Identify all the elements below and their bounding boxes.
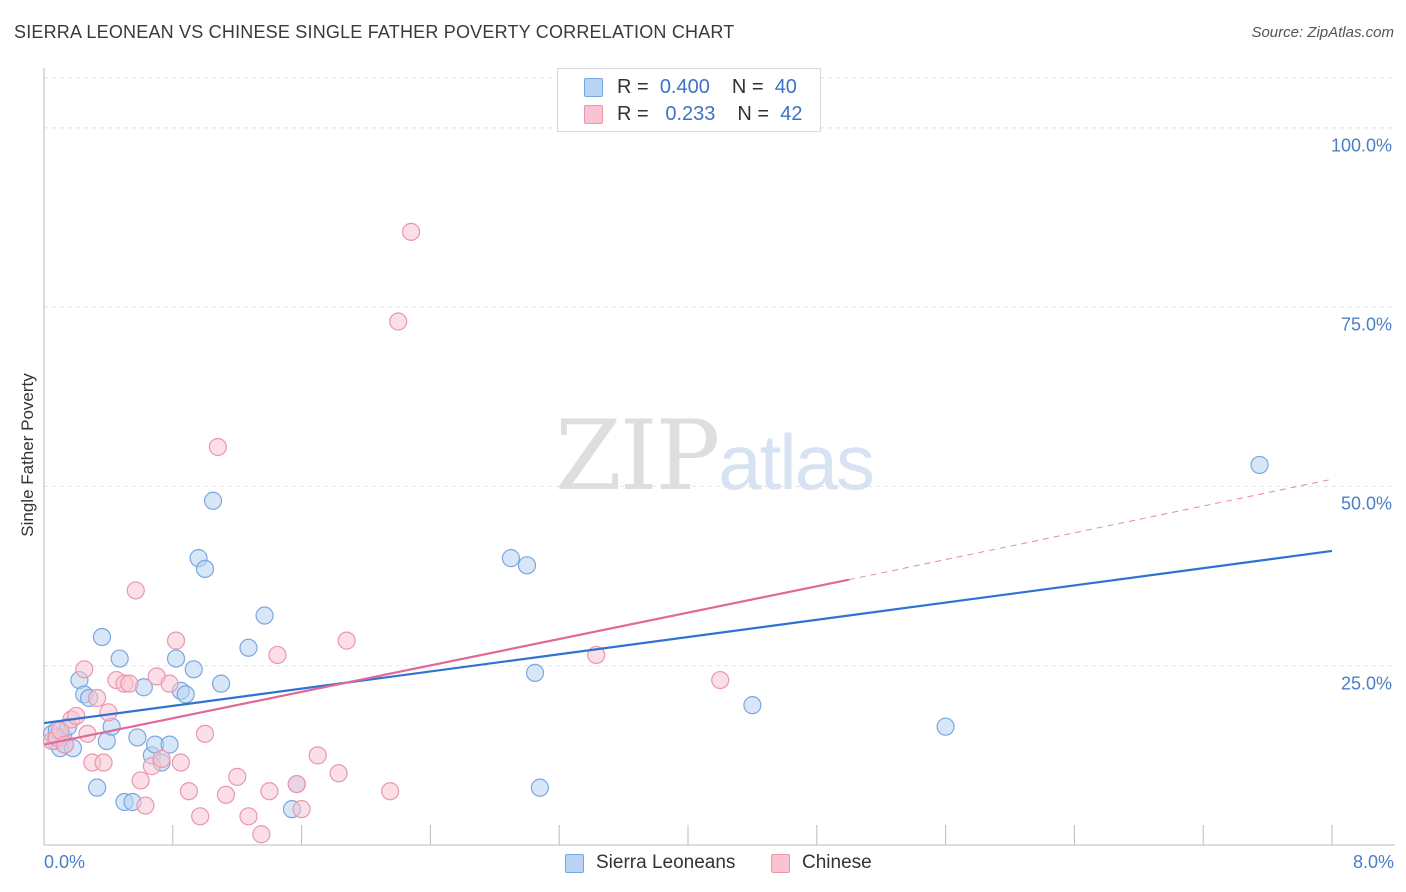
correlation-legend: R = 0.400 N = 40 R = 0.233 N = 42 (557, 68, 821, 132)
chinese-point (171, 753, 190, 772)
chinese-point (136, 796, 155, 815)
sierra-leonean-point (128, 728, 147, 747)
legend-row-chinese: R = 0.233 N = 42 (584, 102, 802, 126)
sierra-leonean-point (160, 735, 179, 754)
n-label: N = (731, 75, 764, 98)
sierra-leonean-point (525, 663, 545, 682)
chinese-point (99, 703, 118, 722)
chinese-point (152, 749, 171, 769)
y-tick-label: 25.0% (1340, 673, 1392, 694)
chinese-point (329, 764, 348, 783)
y-tick-label: 50.0% (1340, 493, 1392, 514)
legend-item-chinese: Chinese (771, 852, 872, 874)
legend-label: Chinese (802, 852, 872, 873)
chinese-point (67, 706, 86, 726)
sierra-leonean-point (239, 638, 258, 657)
chinese-trendline-extension (848, 478, 1333, 581)
chinese-point (268, 645, 287, 665)
chinese-point (131, 771, 150, 790)
x-tick-label-min: 0.0% (44, 852, 86, 872)
chinese-point (381, 782, 400, 801)
sierra-leonean-point (203, 491, 223, 510)
sierra-leonean-point (184, 660, 203, 679)
y-tick-label: 75.0% (1340, 314, 1392, 335)
sierra-leonean-point (88, 778, 107, 797)
sierra-leonean-point (255, 606, 274, 625)
blue-swatch-icon (584, 77, 603, 97)
r-label: R = (617, 102, 649, 125)
x-tick-label-max: 8.0% (1352, 852, 1394, 872)
y-tick-label: 100.0% (1330, 135, 1392, 156)
pink-swatch-icon (584, 104, 603, 124)
sierra-leonean-point (936, 717, 955, 736)
blue-swatch-icon (565, 853, 584, 873)
sierra-leonean-point (743, 696, 762, 715)
chinese-point (208, 437, 227, 457)
chinese-point (195, 724, 215, 743)
chinese-point (179, 782, 198, 801)
chinese-point (308, 746, 327, 765)
chinese-point (191, 807, 210, 826)
legend-item-sierra-leoneans: Sierra Leoneans (565, 852, 735, 874)
chinese-point (88, 688, 107, 708)
chinese-point (126, 581, 145, 600)
chinese-point (166, 631, 186, 650)
chinese-point (160, 674, 179, 693)
sierra-leonean-point (176, 685, 195, 704)
legend-label: Sierra Leoneans (596, 852, 736, 873)
chinese-trendline (43, 578, 850, 746)
chinese-point (252, 825, 271, 844)
n-value: 42 (780, 102, 803, 125)
n-value: 40 (774, 75, 797, 98)
sierra-leonean-point (92, 627, 112, 647)
chinese-point (401, 222, 421, 241)
chinese-point (389, 312, 408, 331)
sierra-leonean-point (501, 549, 520, 568)
chinese-point (75, 660, 94, 679)
sierra-leonean-point (517, 556, 537, 575)
chinese-point (94, 753, 113, 772)
r-value: 0.400 (659, 75, 710, 98)
chinese-point (228, 767, 247, 786)
chinese-point (287, 774, 306, 794)
sierra-leonean-point (212, 674, 231, 693)
chart-title: SIERRA LEONEAN VS CHINESE SINGLE FATHER … (14, 22, 735, 42)
chinese-point (216, 785, 236, 804)
r-value: 0.233 (665, 102, 716, 125)
sierra-leonean-point (166, 649, 186, 668)
chinese-point (239, 807, 258, 826)
chinese-point (337, 631, 356, 650)
sierra-leonean-point (1250, 455, 1269, 475)
chinese-point (292, 800, 311, 819)
source-label: Source: ZipAtlas.com (1251, 24, 1394, 41)
pink-swatch-icon (771, 853, 790, 873)
sierra-leonean-trendline (43, 549, 1333, 725)
chinese-point (711, 670, 730, 690)
legend-row-sierra-leoneans: R = 0.400 N = 40 (584, 75, 797, 99)
sierra-leonean-point (530, 778, 549, 797)
n-label: N = (737, 102, 770, 125)
sierra-leonean-point (110, 649, 129, 668)
chinese-point (260, 782, 279, 801)
sierra-leonean-point (195, 559, 215, 579)
r-label: R = (617, 75, 649, 98)
y-axis-title: Single Father Poverty (18, 373, 37, 537)
chinese-point (120, 674, 139, 693)
